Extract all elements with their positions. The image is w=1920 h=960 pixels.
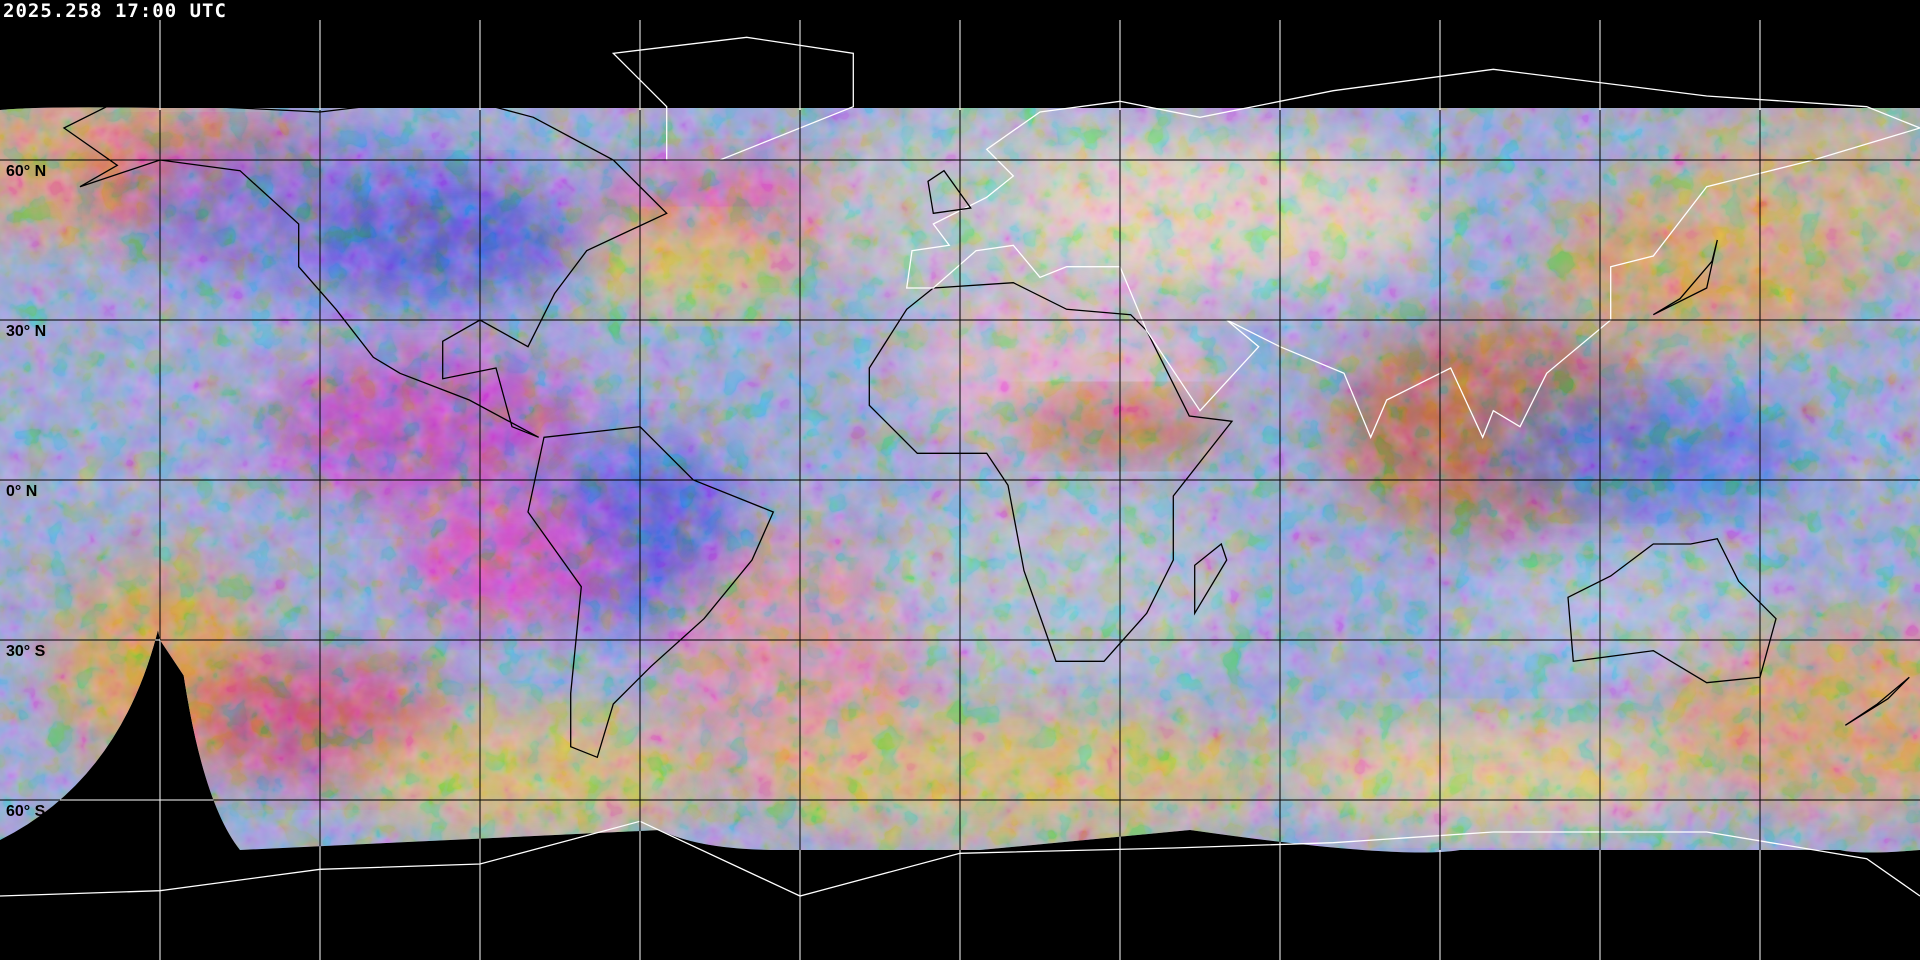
lat-label-0: 0° N [6, 483, 38, 500]
lat-label-60n: 60° N [6, 163, 47, 180]
coastline [927, 169, 972, 215]
coastline [1194, 542, 1228, 616]
coastline [1844, 676, 1910, 726]
coastline [905, 68, 1920, 439]
timestamp: 2025.258 17:00 UTC [3, 0, 227, 22]
coastline [868, 282, 1234, 662]
coastline [1567, 537, 1777, 684]
graticule [0, 20, 1920, 960]
lat-label-30s: 30° S [6, 643, 46, 660]
lat-label-30n: 30° N [6, 323, 47, 340]
coastline [1652, 239, 1718, 316]
coastline [62, 95, 668, 438]
lat-label-60s: 60° S [6, 803, 46, 820]
coastline [527, 426, 775, 759]
